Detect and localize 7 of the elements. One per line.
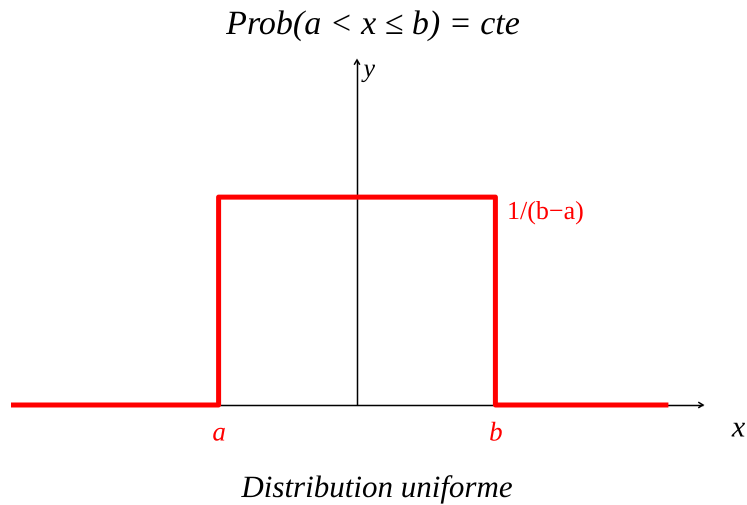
chart-title: Prob(a < x ≤ b) = cte (225, 5, 520, 42)
x-tick-label: a (212, 416, 226, 446)
y-axis-title: y (360, 54, 376, 82)
x-tick-label: b (489, 416, 503, 446)
text: Distribution uniforme (240, 469, 513, 504)
x-axis-title: x (730, 410, 746, 444)
annotation: 1/(b−a) (507, 196, 584, 226)
